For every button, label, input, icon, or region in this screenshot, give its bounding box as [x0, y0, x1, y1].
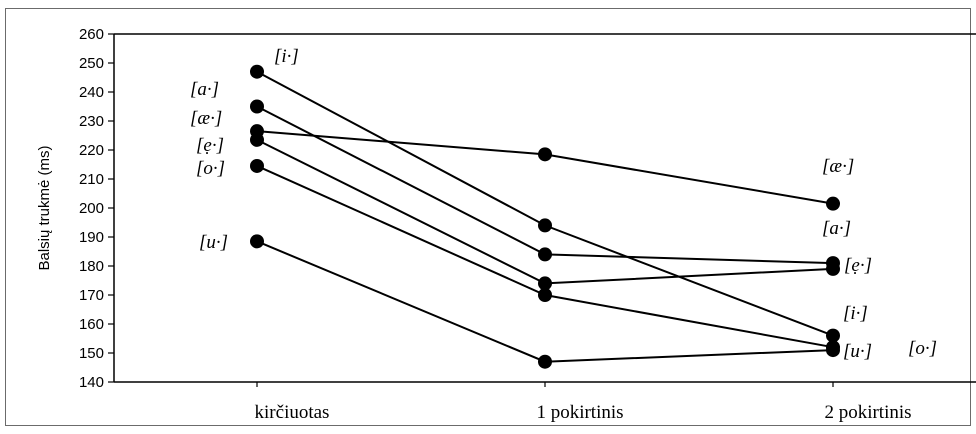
- vowel-label: [o·]: [908, 338, 937, 359]
- y-tick-label: 250: [79, 55, 104, 72]
- y-tick-label: 190: [79, 229, 104, 246]
- y-tick-label: 180: [79, 258, 104, 275]
- data-point: [538, 288, 552, 302]
- vowel-label: [u·]: [843, 341, 872, 362]
- vowel-label: [a·]: [190, 79, 219, 100]
- series-line: [256, 138, 834, 285]
- data-point: [250, 64, 264, 79]
- vowel-label: [u·]: [199, 232, 228, 253]
- data-point: [538, 276, 552, 291]
- y-tick-label: 210: [79, 171, 104, 188]
- x-category-label: 1 pokirtinis: [536, 402, 623, 423]
- vowel-label: [a·]: [822, 218, 851, 239]
- vowel-label: [ẹ·]: [196, 135, 224, 156]
- y-tick-label: 140: [79, 374, 104, 391]
- y-tick-label: 230: [79, 113, 104, 130]
- y-tick-label: 240: [79, 84, 104, 101]
- vowel-label: [æ·]: [190, 108, 222, 129]
- vowel-label: [æ·]: [822, 156, 854, 177]
- x-category-label: kirčiuotas: [255, 402, 330, 423]
- y-tick-label: 170: [79, 287, 104, 304]
- vowel-label: [i·]: [843, 303, 868, 324]
- data-point: [250, 158, 264, 173]
- data-point: [826, 196, 840, 211]
- series-line: [256, 130, 834, 205]
- data-point: [538, 247, 552, 262]
- data-point: [538, 218, 552, 233]
- data-point: [250, 99, 264, 114]
- y-tick-label: 160: [79, 316, 104, 333]
- vowel-label: [o·]: [196, 158, 225, 179]
- data-point: [826, 328, 840, 343]
- y-tick-label: 200: [79, 200, 104, 217]
- data-point: [538, 147, 552, 162]
- data-point: [826, 261, 840, 276]
- y-axis-label: Balsių trukmė (ms): [36, 145, 53, 270]
- chart-frame: [5, 8, 971, 426]
- vowel-label: [i·]: [274, 46, 299, 67]
- y-tick-label: 260: [79, 26, 104, 43]
- data-point: [250, 132, 264, 147]
- data-point: [250, 234, 264, 249]
- y-tick-label: 150: [79, 345, 104, 362]
- vowel-label: [ẹ·]: [844, 255, 872, 276]
- y-tick-label: 220: [79, 142, 104, 159]
- x-category-label: 2 pokirtinis: [824, 402, 911, 423]
- series-line: [256, 105, 834, 265]
- data-point: [826, 343, 840, 358]
- data-point: [538, 354, 552, 369]
